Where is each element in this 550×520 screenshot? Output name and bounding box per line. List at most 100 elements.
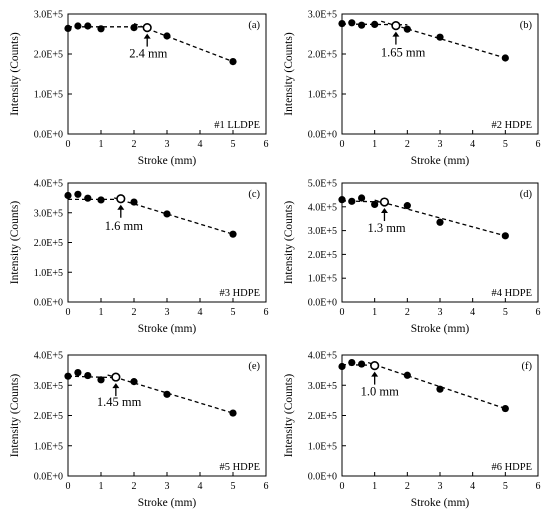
x-tick-label: 3: [438, 307, 443, 318]
x-tick-label: 1: [372, 481, 377, 492]
x-tick-label: 5: [231, 307, 236, 318]
sample-label: #4 HDPE: [491, 288, 532, 299]
y-tick-label: 4.0E+5: [34, 351, 63, 362]
y-axis-label: Intensity (Counts): [9, 32, 21, 116]
x-tick-label: 3: [165, 307, 170, 318]
y-tick-label: 1.0E+5: [34, 268, 63, 279]
data-point: [371, 20, 379, 28]
panel-label: (b): [520, 20, 533, 31]
y-axis-label: Intensity (Counts): [283, 374, 295, 458]
transition-arrowhead: [380, 208, 388, 214]
sample-label: #3 HDPE: [219, 288, 260, 299]
x-tick-label: 4: [198, 307, 203, 318]
data-point: [74, 22, 82, 30]
data-point: [348, 358, 356, 367]
x-tick-label: 3: [165, 139, 170, 150]
sample-label: #2 HDPE: [491, 120, 532, 131]
transition-marker: [370, 360, 380, 371]
x-tick-label: 5: [231, 139, 236, 150]
fit-line: [367, 361, 506, 410]
plot-frame: [341, 182, 539, 303]
x-tick-label: 0: [340, 307, 345, 318]
transition-arrowhead: [117, 204, 125, 210]
transition-label: 1.0 mm: [361, 385, 399, 399]
x-tick-label: 5: [231, 481, 236, 492]
y-tick-label: 1.0E+5: [34, 90, 63, 101]
data-point: [163, 32, 171, 40]
x-tick-label: 2: [132, 307, 137, 318]
transition-label: 1.3 mm: [367, 221, 405, 235]
data-point: [348, 19, 356, 27]
sample-label: #1 LLDPE: [214, 120, 260, 131]
sample-label: #5 HDPE: [219, 462, 260, 473]
x-tick-label: 2: [405, 307, 410, 318]
data-point: [358, 194, 366, 202]
x-tick-label: 3: [438, 139, 443, 150]
data-point: [130, 198, 138, 206]
panel-f: 0 1 2 3 4 5 6 0.0E+0 1.0E+5 2.0E+5 3.0E+5 4.0E+5 Str…: [283, 351, 541, 510]
y-tick-label: 2.0E+5: [308, 250, 337, 261]
fit-line: [67, 375, 116, 379]
panel-a: 0 1 2 3 4 5 6 0.0E+0 1.0E+5 2.0E+5 3.0E+5 Stroke (m…: [9, 10, 269, 168]
data-point: [130, 24, 138, 32]
x-tick-label: 1: [99, 139, 104, 150]
data-point: [97, 376, 105, 384]
x-tick-label: 5: [503, 139, 508, 150]
x-tick-label: 2: [405, 139, 410, 150]
panel-b: 0 1 2 3 4 5 6 0.0E+0 1.0E+5 2.0E+5 3.0E+5 Stroke (m…: [283, 10, 541, 168]
y-tick-label: 1.0E+5: [308, 274, 337, 285]
data-point: [163, 210, 171, 218]
y-tick-label: 2.0E+5: [308, 50, 337, 61]
y-tick-label: 0.0E+0: [308, 298, 337, 309]
data-point: [358, 360, 366, 368]
x-tick-label: 6: [264, 139, 269, 150]
x-tick-label: 2: [405, 481, 410, 492]
x-tick-label: 0: [340, 139, 345, 150]
y-tick-label: 1.0E+5: [308, 441, 337, 452]
x-tick-label: 4: [470, 307, 475, 318]
data-point: [97, 25, 105, 33]
y-tick-label: 3.0E+5: [308, 226, 337, 237]
y-tick-label: 1.0E+5: [308, 90, 337, 101]
fit-line: [374, 199, 506, 237]
panel-label: (c): [248, 189, 260, 200]
y-tick-label: 2.0E+5: [308, 411, 337, 422]
y-tick-label: 0.0E+0: [308, 472, 337, 483]
x-axis-label: Stroke (mm): [138, 323, 197, 335]
data-point: [403, 202, 411, 210]
data-point: [97, 196, 105, 204]
data-point: [403, 371, 411, 379]
transition-marker: [391, 21, 401, 31]
y-tick-label: 0.0E+0: [34, 130, 63, 141]
x-tick-label: 4: [198, 139, 203, 150]
transition-label: 1.45 mm: [97, 395, 142, 409]
transition-arrowhead: [392, 31, 400, 37]
transition-marker: [142, 23, 152, 33]
panel-label: (d): [520, 189, 533, 200]
panel-c: 0 1 2 3 4 5 6 0.0E+0 1.0E+5 2.0E+5 3.0E+5 4.0E+5 Str…: [9, 179, 269, 336]
x-tick-label: 2: [132, 139, 137, 150]
data-point: [84, 22, 92, 30]
plot-frame: [341, 13, 539, 135]
panel-label: (a): [248, 20, 260, 31]
y-tick-label: 4.0E+5: [34, 179, 63, 190]
y-tick-label: 3.0E+5: [308, 381, 337, 392]
y-axis-label: Intensity (Counts): [283, 201, 295, 285]
y-tick-label: 0.0E+0: [308, 130, 337, 141]
x-axis-label: Stroke (mm): [411, 323, 470, 335]
data-point: [501, 54, 509, 62]
panel-d: 0 1 2 3 4 5 6 0.0E+0 1.0E+5 2.0E+5 3.0E+5 4.0E+5 5.0…: [283, 179, 541, 336]
x-axis-label: Stroke (mm): [138, 497, 197, 509]
plot-frame: [67, 354, 267, 477]
x-tick-label: 6: [264, 481, 269, 492]
data-point: [229, 409, 237, 417]
data-point: [64, 191, 72, 200]
plot-frame: [341, 354, 539, 477]
data-point: [348, 197, 356, 205]
data-point: [64, 372, 72, 380]
data-point: [358, 21, 366, 29]
x-tick-label: 6: [536, 307, 541, 318]
y-tick-label: 2.0E+5: [34, 411, 63, 422]
transition-marker: [379, 197, 390, 207]
data-point: [403, 25, 411, 33]
